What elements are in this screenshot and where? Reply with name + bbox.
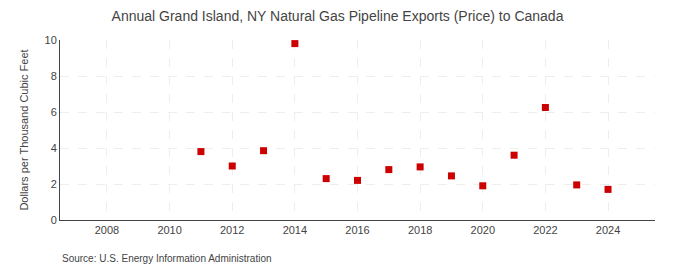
svg-text:2012: 2012 [220, 224, 244, 236]
svg-text:0: 0 [51, 214, 57, 226]
svg-text:Dollars per Thousand Cubic Fee: Dollars per Thousand Cubic Feet [18, 49, 30, 210]
svg-text:2022: 2022 [533, 224, 557, 236]
svg-text:2008: 2008 [95, 224, 119, 236]
svg-text:8: 8 [51, 70, 57, 82]
svg-text:2014: 2014 [283, 224, 307, 236]
svg-text:10: 10 [45, 34, 57, 46]
svg-text:2018: 2018 [408, 224, 432, 236]
svg-text:Annual Grand Island, NY Natura: Annual Grand Island, NY Natural Gas Pipe… [112, 8, 564, 24]
svg-text:2016: 2016 [345, 224, 369, 236]
svg-text:2010: 2010 [157, 224, 181, 236]
svg-text:Source: U.S. Energy Informatio: Source: U.S. Energy Information Administ… [62, 253, 272, 264]
svg-text:6: 6 [51, 106, 57, 118]
svg-text:2020: 2020 [471, 224, 495, 236]
svg-text:4: 4 [51, 142, 57, 154]
svg-text:2: 2 [51, 178, 57, 190]
svg-text:2024: 2024 [596, 224, 620, 236]
